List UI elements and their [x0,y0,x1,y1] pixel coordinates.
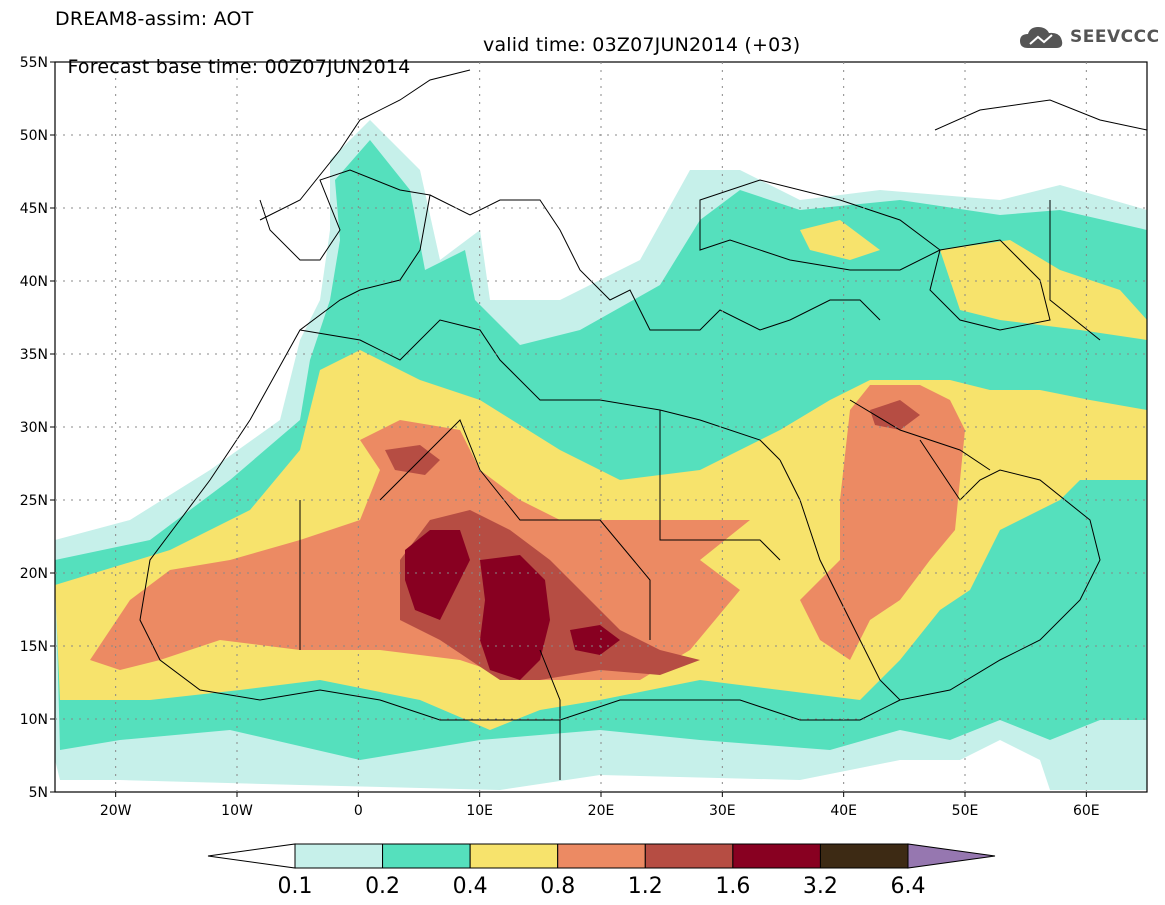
colorbar-label: 0.4 [453,874,488,899]
colorbar-label: 6.4 [891,874,926,899]
map-title: DREAM8-assim: AOT [55,8,254,30]
colorbar-label: 3.2 [803,874,838,899]
longitude-axis: 20W 10W 0 10E 20E 30E 40E 50E 60E [100,792,1100,819]
aot-band-0.8-1.2-east [800,385,965,660]
forecast-times: Forecast base time: 00Z07JUN2014 valid t… [55,34,800,100]
lon-tick-label: 20E [588,803,615,819]
logo-text: SEEVCCC [1070,27,1160,47]
cloud-icon [1020,27,1063,48]
latitude-axis: 55N 50N 45N 40N 35N 30N 25N 20N 15N 10N 5N [20,55,55,801]
colorbar-low-arrow [207,843,296,869]
lat-tick-label: 50N [20,128,48,144]
aot-contour-layers [55,120,1147,790]
colorbar-segment [819,843,909,869]
colorbar-segment [557,843,646,869]
lat-tick-label: 35N [20,347,48,363]
lon-tick-label: 0 [354,803,363,819]
aot-band-1.6-3.2 [405,530,620,680]
colorbar-label: 0.8 [540,874,575,899]
lon-tick-label: 50E [952,803,979,819]
lat-tick-label: 55N [20,55,48,71]
coastlines [139,69,1147,780]
lon-tick-label: 10E [466,803,493,819]
lat-tick-label: 45N [20,201,48,217]
lat-tick-label: 10N [20,712,48,728]
colorbar-segment [469,843,559,869]
colorbar-label: 0.1 [278,874,313,899]
lat-tick-label: 40N [20,274,48,290]
lon-tick-label: 30E [709,803,736,819]
lat-tick-label: 15N [20,639,48,655]
aot-band-0.4-0.8-north [800,220,1147,340]
lon-tick-label: 60E [1073,803,1100,819]
lat-tick-label: 5N [29,785,48,801]
aot-band-1.2-1.6 [400,510,700,680]
lat-tick-label: 20N [20,566,48,582]
lon-tick-label: 20W [100,803,132,819]
valid-time: valid time: 03Z07JUN2014 (+03) [483,34,801,56]
colorbar-segment [382,843,471,869]
lon-tick-label: 10W [221,803,253,819]
lon-tick-label: 40E [830,803,857,819]
colorbar: 0.1 0.2 0.4 0.8 1.2 1.6 3.2 6.4 [207,843,996,899]
colorbar-label: 1.2 [628,874,663,899]
seevccc-logo: SEEVCCC [1018,24,1160,50]
lat-tick-label: 30N [20,420,48,436]
forecast-base-time: Forecast base time: 00Z07JUN2014 [67,56,411,78]
colorbar-segment [294,843,384,869]
colorbar-segment [732,843,821,869]
colorbar-label: 1.6 [715,874,750,899]
graticule [55,62,1147,792]
colorbar-high-arrow [907,843,996,869]
colorbar-label: 0.2 [365,874,400,899]
colorbar-segment [644,843,734,869]
lat-tick-label: 25N [20,493,48,509]
